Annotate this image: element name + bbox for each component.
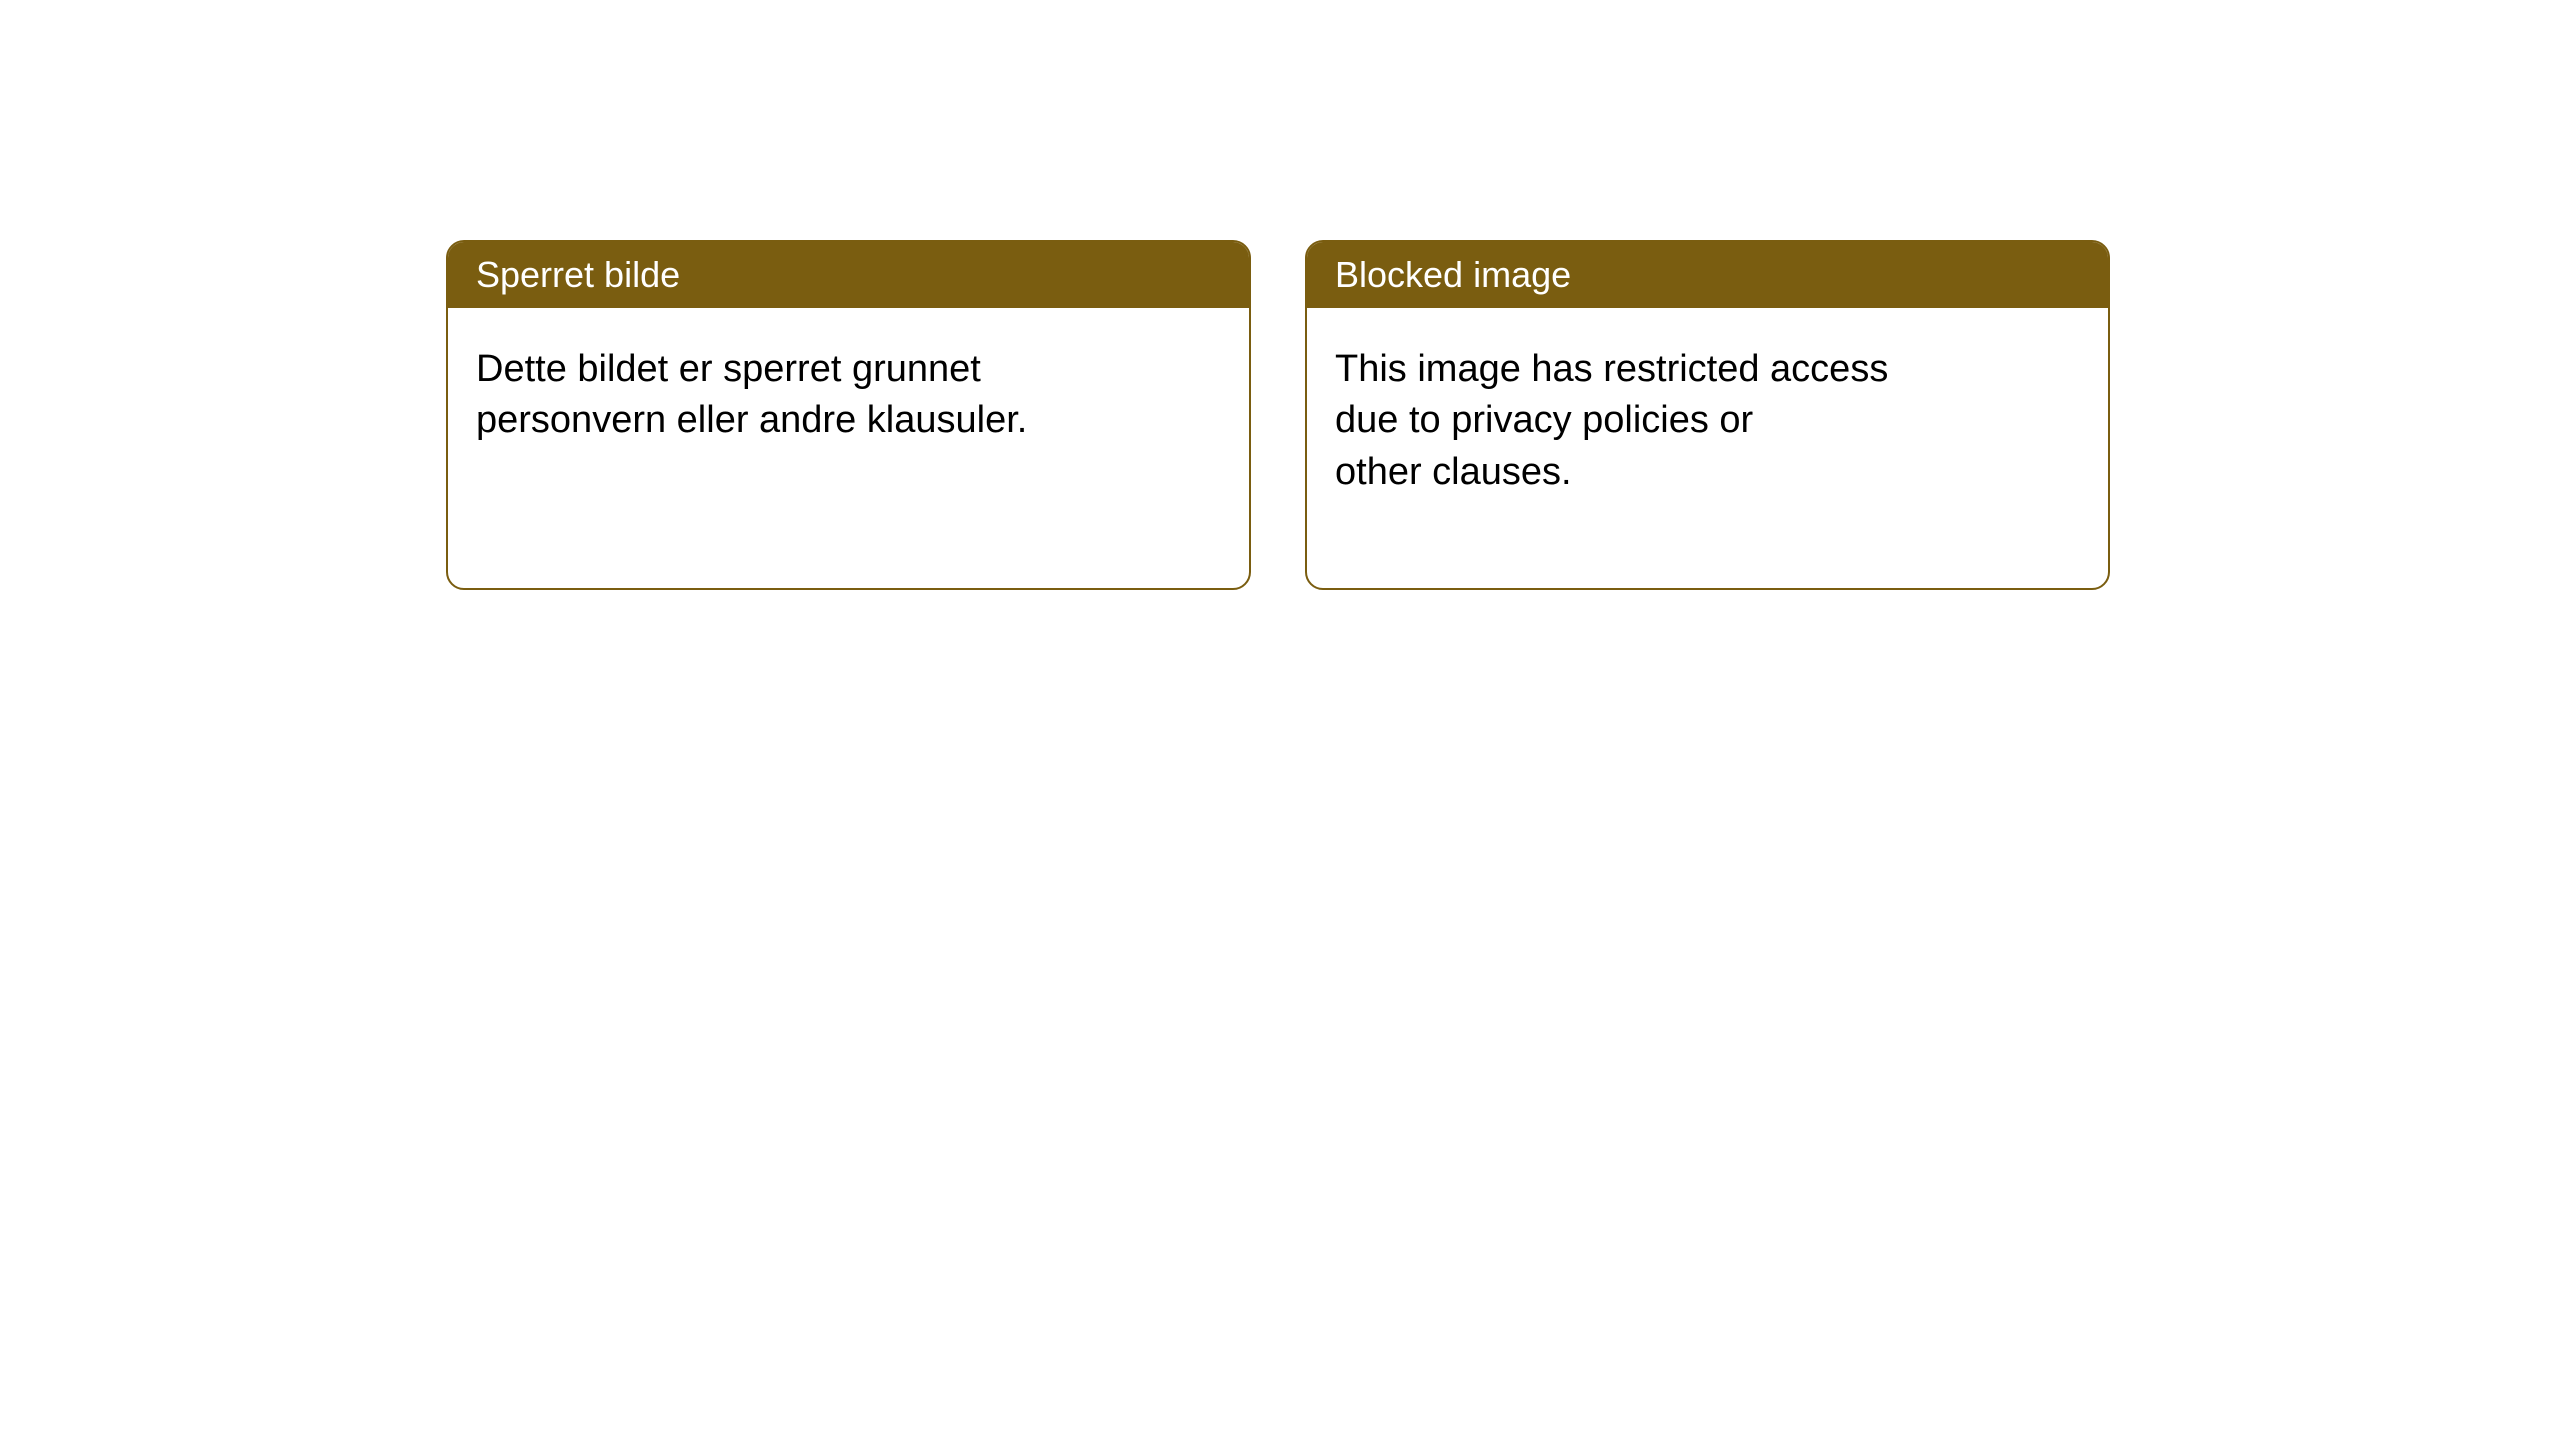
notice-card-english: Blocked image This image has restricted … (1305, 240, 2110, 590)
notice-card-title: Blocked image (1335, 254, 1571, 295)
notice-card-header: Sperret bilde (448, 242, 1249, 308)
notice-card-norwegian: Sperret bilde Dette bildet er sperret gr… (446, 240, 1251, 590)
notice-card-text: Dette bildet er sperret grunnet personve… (476, 344, 1221, 447)
notice-card-header: Blocked image (1307, 242, 2108, 308)
notice-card-text: This image has restricted access due to … (1335, 344, 2080, 498)
notice-cards-container: Sperret bilde Dette bildet er sperret gr… (446, 240, 2110, 590)
notice-card-body: This image has restricted access due to … (1307, 308, 2108, 588)
notice-card-body: Dette bildet er sperret grunnet personve… (448, 308, 1249, 537)
notice-card-title: Sperret bilde (476, 254, 680, 295)
